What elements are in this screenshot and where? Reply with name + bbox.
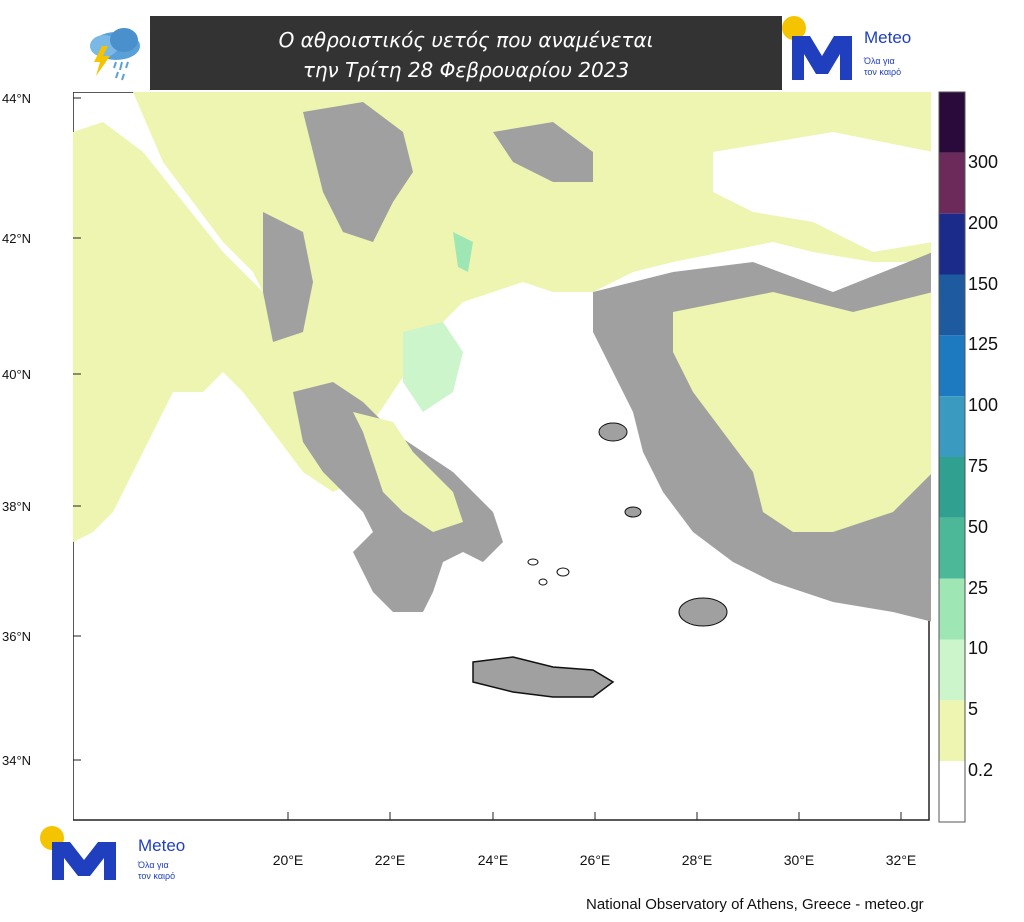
colorbar-label-10: 10 — [968, 638, 989, 658]
colorbar-segment — [939, 457, 965, 518]
colorbar-label-100: 100 — [968, 395, 999, 415]
lat-label-36: 36°N — [2, 629, 32, 644]
lon-label-26: 26°E — [579, 852, 611, 868]
colorbar-border — [938, 91, 966, 823]
colorbar-segment — [939, 335, 965, 397]
colorbar-label-200: 200 — [968, 213, 999, 233]
island-naxos — [556, 567, 570, 577]
colorbar-label-75: 75 — [968, 456, 989, 476]
lat-label-40: 40°N — [2, 367, 32, 382]
map-title-line-2: την Τρίτη 28 Φεβρουαρίου 2023 — [302, 58, 630, 82]
colorbar-segment — [939, 639, 965, 701]
lat-label-44: 44°N — [2, 91, 32, 106]
precipitation-map — [73, 92, 931, 821]
colorbar-segment — [939, 761, 965, 822]
island-rhodes — [678, 597, 728, 627]
rain-heavy-patch — [453, 232, 473, 272]
lon-label-32: 32°E — [885, 852, 917, 868]
meteo-brand-name: Meteo — [864, 28, 912, 47]
source-credit: National Observatory of Athens, Greece -… — [586, 896, 924, 913]
colorbar-segment — [939, 578, 965, 640]
meteo-logo-top: Meteo Όλα για τον καιρό — [782, 16, 928, 90]
colorbar-segment — [939, 396, 965, 457]
island-crete — [472, 656, 615, 698]
island-small — [538, 578, 548, 586]
map-title-line-1: Ο αθροιστικός υετός που αναμένεται — [278, 28, 654, 52]
lon-label-20: 20°E — [272, 852, 304, 868]
lat-label-34: 34°N — [2, 753, 32, 768]
colorbar-label-0-2: 0.2 — [968, 760, 994, 780]
colorbar-segment — [939, 152, 965, 214]
meteo-m-icon — [782, 16, 852, 80]
lat-label-42: 42°N — [2, 231, 32, 246]
rain-anatolia-north — [673, 292, 931, 532]
meteo-logo-bottom: Meteo Όλα για τον καιρό — [38, 826, 198, 886]
lon-label-28: 28°E — [681, 852, 713, 868]
colorbar-label-50: 50 — [968, 517, 989, 537]
colorbar-segment — [939, 700, 965, 762]
rain-greece-central — [353, 412, 463, 532]
dry-patch-albania — [263, 212, 313, 342]
lon-label-22: 22°E — [374, 852, 406, 868]
land-italy-south — [73, 212, 223, 542]
lon-label-24: 24°E — [477, 852, 509, 868]
meteo-tagline-2: τον καιρό — [864, 67, 902, 77]
precipitation-colorbar — [938, 91, 966, 823]
colorbar-label-5: 5 — [968, 699, 979, 719]
colorbar-label-125: 125 — [968, 334, 999, 354]
dry-patch-serbia — [303, 102, 413, 242]
lon-label-30: 30°E — [783, 852, 815, 868]
island-paros — [527, 558, 539, 566]
dry-black-sea — [713, 132, 931, 252]
island-lesvos — [598, 422, 628, 442]
weather-logo — [76, 16, 150, 90]
title-banner — [150, 16, 782, 90]
colorbar-label-300: 300 — [968, 152, 999, 172]
colorbar-segment — [939, 92, 965, 153]
colorbar-segment — [939, 517, 965, 579]
colorbar-segment — [939, 274, 965, 336]
colorbar-label-25: 25 — [968, 578, 989, 598]
meteo-tagline-1-bottom: Όλα για — [138, 860, 169, 870]
meteo-m-icon-bottom — [40, 826, 116, 880]
storm-cloud-icon — [90, 28, 140, 81]
rain-moderate-north — [403, 322, 463, 412]
dry-patch-bulgaria — [493, 122, 593, 182]
map-ticks — [73, 97, 902, 820]
meteo-tagline-1: Όλα για — [864, 56, 895, 66]
island-samos — [624, 506, 642, 518]
meteo-tagline-2-bottom: τον καιρό — [138, 871, 176, 881]
colorbar-segment — [939, 213, 965, 275]
colorbar-label-150: 150 — [968, 274, 999, 294]
meteo-brand-name-bottom: Meteo — [138, 836, 186, 855]
lat-label-38: 38°N — [2, 499, 32, 514]
